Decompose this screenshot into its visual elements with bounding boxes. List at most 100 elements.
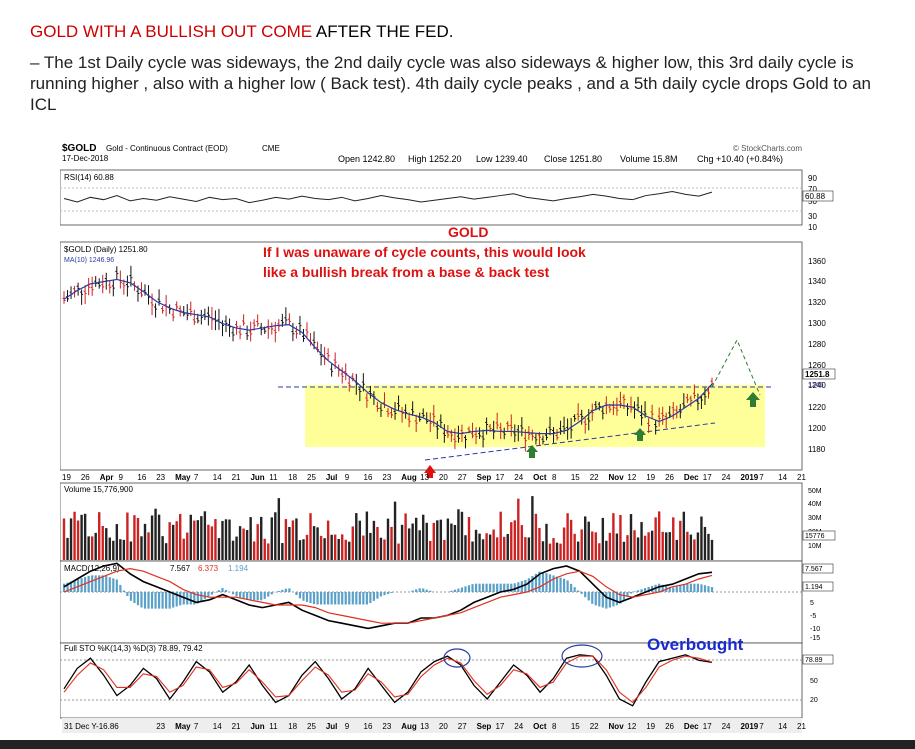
volume-bar	[527, 537, 531, 560]
x-axis-label: May	[175, 473, 191, 482]
volume-bar	[650, 530, 654, 560]
macd-histogram-bar	[298, 592, 302, 599]
x-axis-label: 17	[703, 473, 712, 482]
volume-bar	[710, 539, 714, 560]
volume-bar	[538, 527, 541, 560]
macd-histogram-bar	[693, 583, 696, 592]
ma-label: MA(10) 1246.96	[64, 257, 114, 264]
volume-bar	[245, 530, 249, 560]
macd-histogram-bar	[633, 591, 636, 592]
volume-bar	[154, 508, 157, 560]
volume-bar	[200, 516, 203, 560]
macd-histogram-bar	[203, 592, 206, 600]
volume-bar	[87, 536, 90, 560]
macd-histogram-bar	[165, 592, 168, 609]
volume-bar	[80, 514, 83, 560]
macd-histogram-bar	[365, 592, 368, 605]
macd-series	[62, 562, 714, 630]
vol-tick-10m: 10M	[808, 543, 822, 550]
x-axis-label: 9	[119, 473, 124, 482]
macd-histogram-bar	[499, 583, 502, 592]
price-tick-1360: 1360	[808, 257, 826, 266]
x-axis-label: 13	[420, 473, 429, 482]
volume-bar	[231, 540, 235, 560]
macd-histogram-bar	[580, 592, 583, 594]
macd-histogram-bar	[668, 587, 671, 592]
volume-bar	[383, 539, 386, 560]
volume-bar	[534, 513, 538, 560]
macd-histogram-bar	[221, 587, 224, 592]
volume-bar	[267, 543, 270, 560]
macd-histogram-bar	[552, 575, 555, 592]
chart-symbol: $GOLD	[62, 143, 96, 154]
sto-series	[63, 654, 713, 707]
chart-date: 17-Dec-2018	[62, 154, 109, 163]
rsi-series	[63, 190, 713, 204]
annotation-note-line2: like a bullish break from a base & back …	[263, 264, 550, 280]
green-up-arrow	[634, 428, 646, 441]
volume-bar	[488, 534, 492, 560]
macd-histogram-bar	[513, 583, 516, 592]
macd-value: 7.567	[170, 564, 191, 573]
macd-histogram-bar	[700, 584, 703, 592]
macd-histogram-bar	[608, 592, 611, 608]
macd-histogram-bar	[129, 592, 133, 601]
macd-histogram-bar	[422, 588, 425, 592]
x-axis-label: Aug	[401, 722, 417, 731]
macd-histogram-bar	[189, 592, 192, 605]
macd-histogram-bar	[643, 588, 647, 592]
macd-histogram-bar	[464, 586, 467, 592]
bottom-bar	[0, 740, 915, 749]
macd-histogram-bar	[196, 592, 199, 604]
volume-bar	[108, 537, 111, 560]
volume-bar	[474, 529, 478, 560]
macd-histogram-bar	[224, 589, 228, 592]
macd-histogram-bar	[312, 592, 316, 605]
volume-bar	[580, 529, 583, 560]
x-axis-label: Jun	[250, 722, 264, 731]
volume-bar	[418, 530, 421, 560]
x-axis-label: 23	[156, 722, 165, 731]
x-axis-label: 15	[571, 473, 580, 482]
sto-k-line	[63, 654, 713, 707]
x-axis-label: 21	[797, 473, 806, 482]
volume-bar	[672, 517, 675, 560]
macd-histogram-bar	[200, 592, 203, 602]
macd-histogram-bar	[277, 590, 280, 592]
volume-bar	[179, 514, 182, 560]
volume-bar	[316, 527, 319, 560]
macd-histogram-bar	[249, 592, 252, 601]
chart-exchange: CME	[262, 144, 280, 153]
volume-label: Volume 15,776,900	[64, 485, 133, 494]
volume-bar	[326, 520, 330, 560]
volume-bar	[210, 526, 214, 560]
volume-bar	[224, 519, 228, 560]
volume-bar	[337, 538, 340, 560]
volume-bar	[619, 514, 622, 560]
volume-bar	[503, 536, 506, 560]
volume-bar	[196, 520, 200, 560]
volume-bar	[531, 496, 534, 560]
macd-histogram-bar	[101, 575, 104, 592]
volume-bar	[164, 543, 168, 560]
x-axis-label: 26	[81, 473, 90, 482]
macd-histogram-bar	[62, 583, 66, 592]
macd-histogram-bar	[594, 592, 597, 606]
x-axis-label: 19	[646, 722, 655, 731]
macd-histogram-bar	[492, 583, 495, 592]
volume-bar	[569, 519, 573, 560]
volume-bar	[203, 511, 207, 560]
macd-histogram-bar	[418, 588, 421, 592]
x-axis-label: 16	[137, 473, 146, 482]
volume-bar	[640, 522, 643, 560]
volume-bar	[397, 543, 400, 560]
macd-histogram-bar	[636, 590, 640, 592]
volume-bar	[351, 526, 354, 560]
x-axis-label: 20	[439, 722, 448, 731]
macd-histogram-bar	[559, 577, 562, 592]
macd-histogram-bar	[661, 584, 664, 592]
volume-bar	[400, 524, 404, 560]
volume-bar	[478, 533, 481, 560]
volume-bar	[101, 525, 104, 560]
volume-bar	[436, 520, 439, 560]
